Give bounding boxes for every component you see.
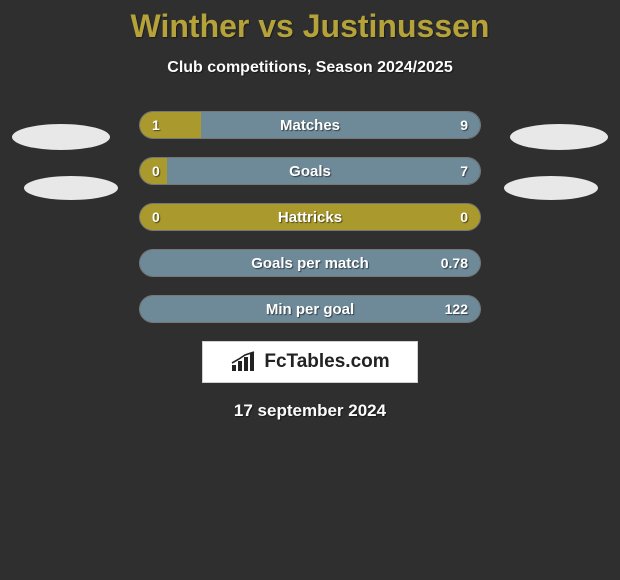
row-goals-per-match: Goals per match 0.78: [139, 249, 481, 277]
player-right-ellipse-2: [504, 176, 598, 200]
logo-text: FcTables.com: [264, 351, 389, 373]
subtitle: Club competitions, Season 2024/2025: [0, 59, 620, 77]
row-min-per-goal: Min per goal 122: [139, 295, 481, 323]
value-right: 7: [460, 158, 468, 184]
date-text: 17 september 2024: [0, 401, 620, 421]
player-left-ellipse-1: [12, 124, 110, 150]
value-right: 0.78: [441, 250, 468, 276]
row-goals: 0 Goals 7: [139, 157, 481, 185]
player-right-ellipse-1: [510, 124, 608, 150]
player-left-ellipse-2: [24, 176, 118, 200]
source-logo: FcTables.com: [202, 341, 418, 383]
chart-icon: [230, 351, 258, 373]
page-title: Winther vs Justinussen: [0, 0, 620, 45]
comparison-rows: 1 Matches 9 0 Goals 7 0 Hattricks 0 Goal…: [139, 111, 481, 323]
row-hattricks: 0 Hattricks 0: [139, 203, 481, 231]
stat-label: Goals: [140, 158, 480, 184]
stat-label: Matches: [140, 112, 480, 138]
stat-label: Hattricks: [140, 204, 480, 230]
stat-label: Goals per match: [140, 250, 480, 276]
value-right: 0: [460, 204, 468, 230]
value-right: 9: [460, 112, 468, 138]
stat-label: Min per goal: [140, 296, 480, 322]
value-right: 122: [445, 296, 468, 322]
row-matches: 1 Matches 9: [139, 111, 481, 139]
